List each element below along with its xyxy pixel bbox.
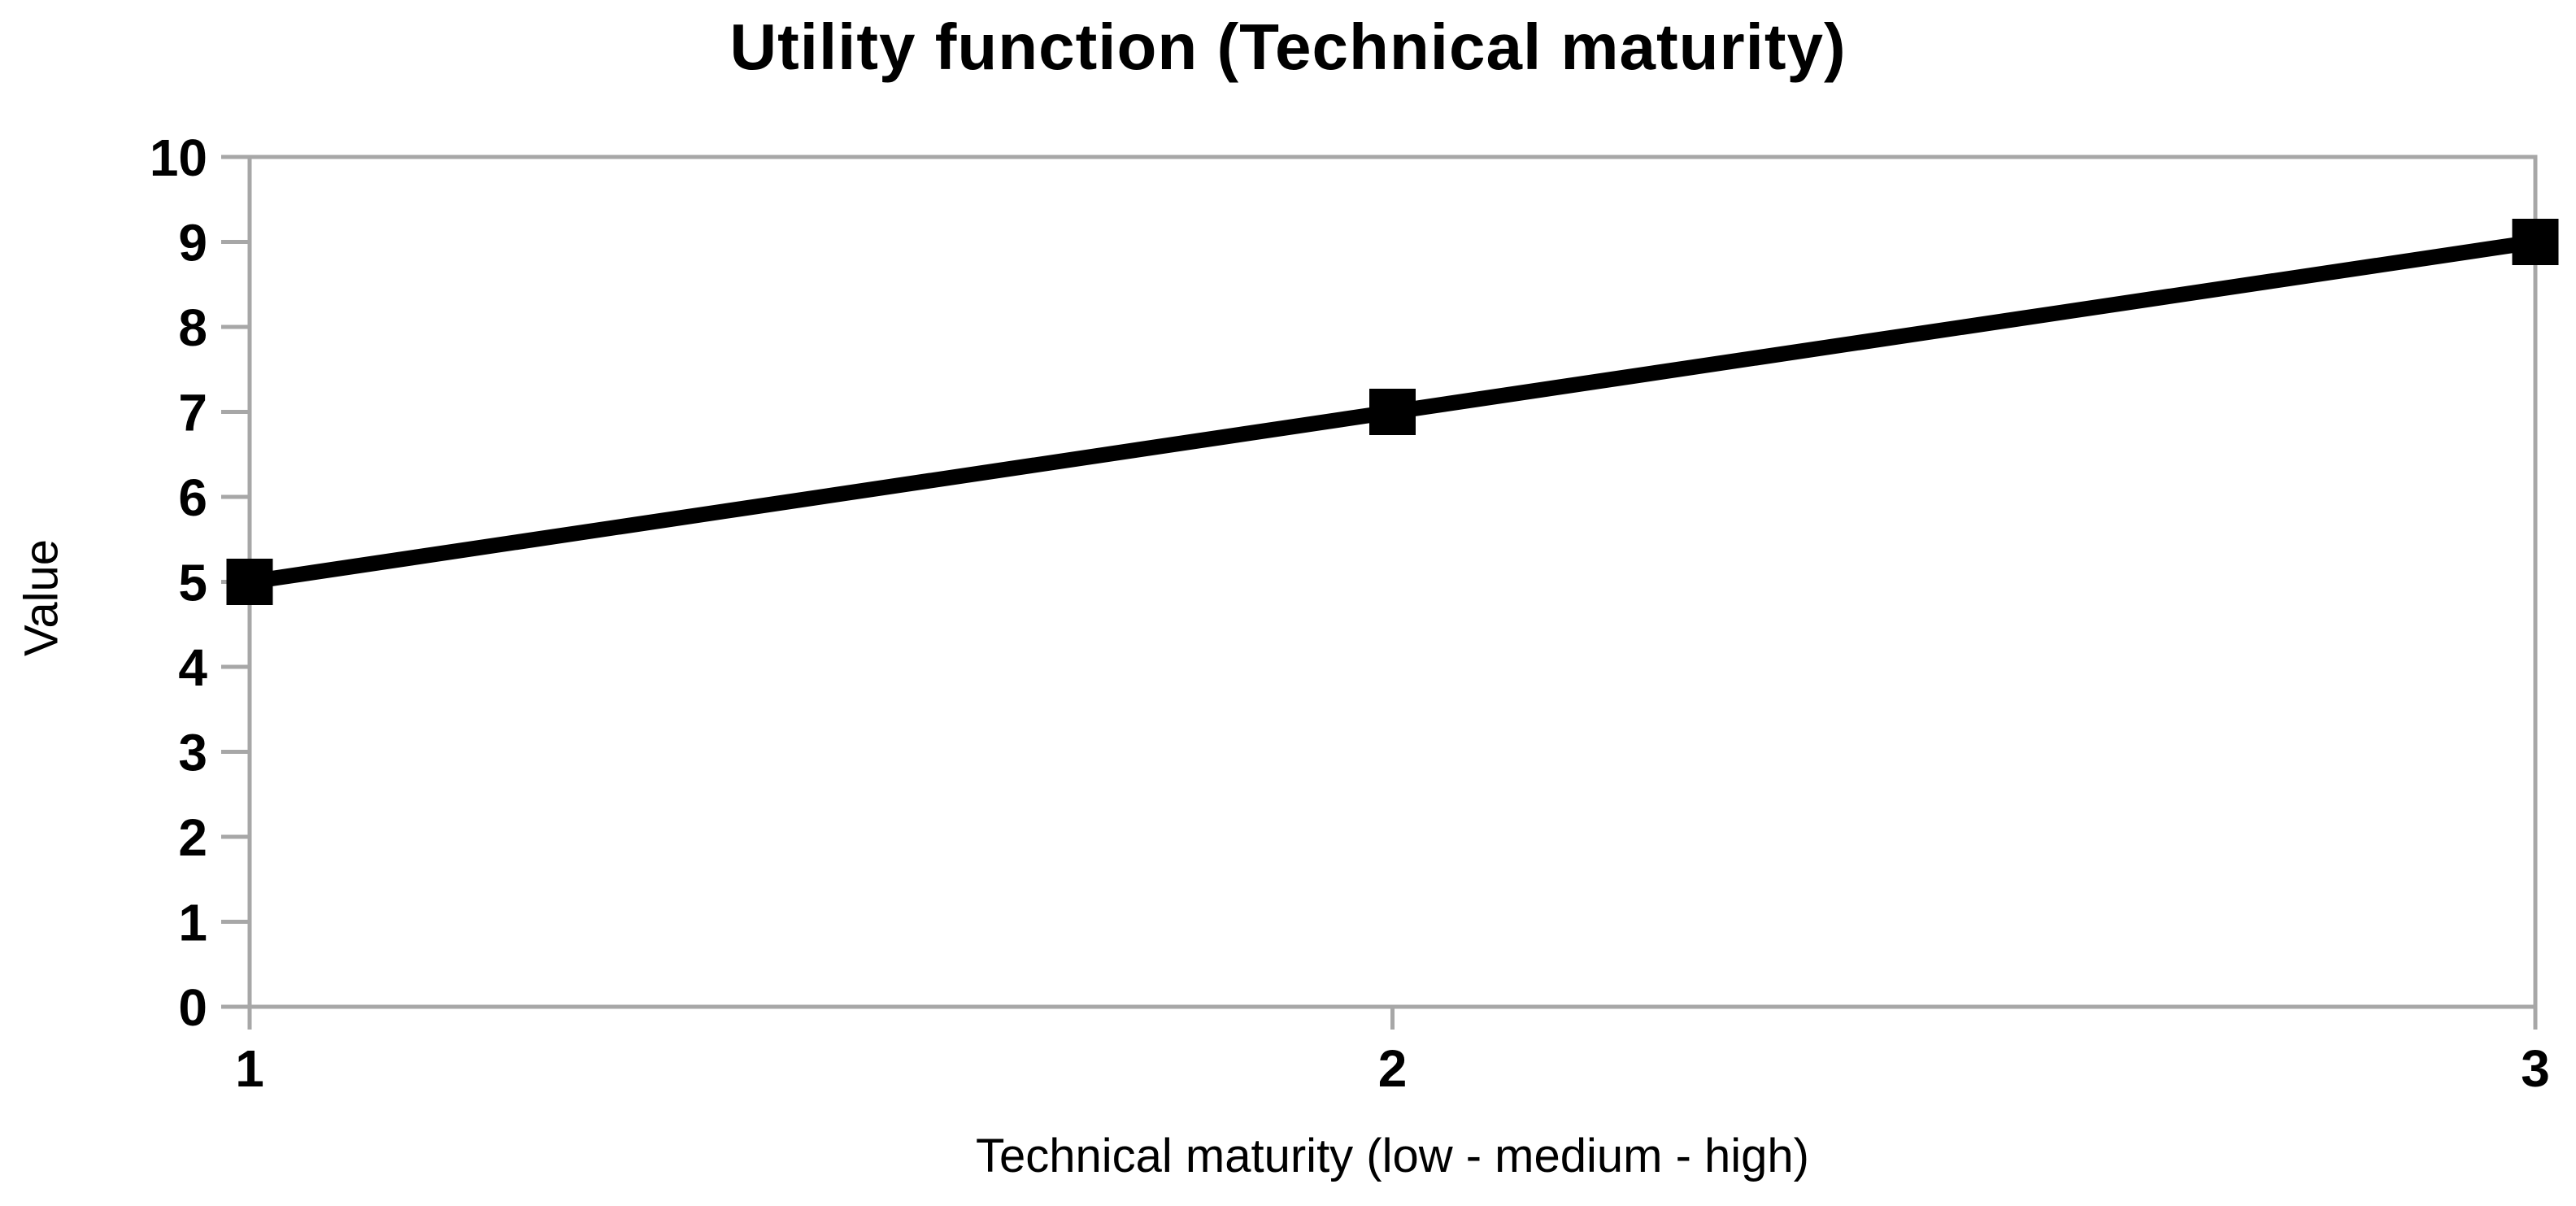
plot-border (247, 155, 2538, 1009)
chart-title: Utility function (Technical maturity) (729, 11, 1847, 83)
data-point-marker (226, 559, 273, 605)
y-axis-tick-label: 3 (178, 724, 207, 782)
y-axis-tick-label: 10 (150, 128, 207, 187)
x-axis-tick-label: 1 (235, 1039, 264, 1098)
y-axis-tick-label: 5 (178, 554, 207, 612)
y-axis-tick-label: 2 (178, 808, 207, 867)
y-axis-tick-label: 7 (178, 384, 207, 442)
y-axis-tick-label: 9 (178, 214, 207, 272)
x-axis-tick-label: 2 (1378, 1039, 1408, 1098)
x-axis-title: Technical maturity (low - medium - high) (976, 1130, 1809, 1182)
data-point-marker (2512, 219, 2559, 265)
data-point-marker (1369, 389, 1416, 435)
y-axis-title: Value (15, 538, 68, 657)
y-axis-tick-label: 1 (178, 894, 207, 952)
y-axis-tick-label: 8 (178, 298, 207, 357)
y-axis-tick-label: 4 (178, 638, 207, 697)
y-axis-tick-label: 6 (178, 468, 207, 527)
x-axis-tick-label: 3 (2521, 1039, 2550, 1098)
y-axis-tick-label: 0 (178, 978, 207, 1037)
